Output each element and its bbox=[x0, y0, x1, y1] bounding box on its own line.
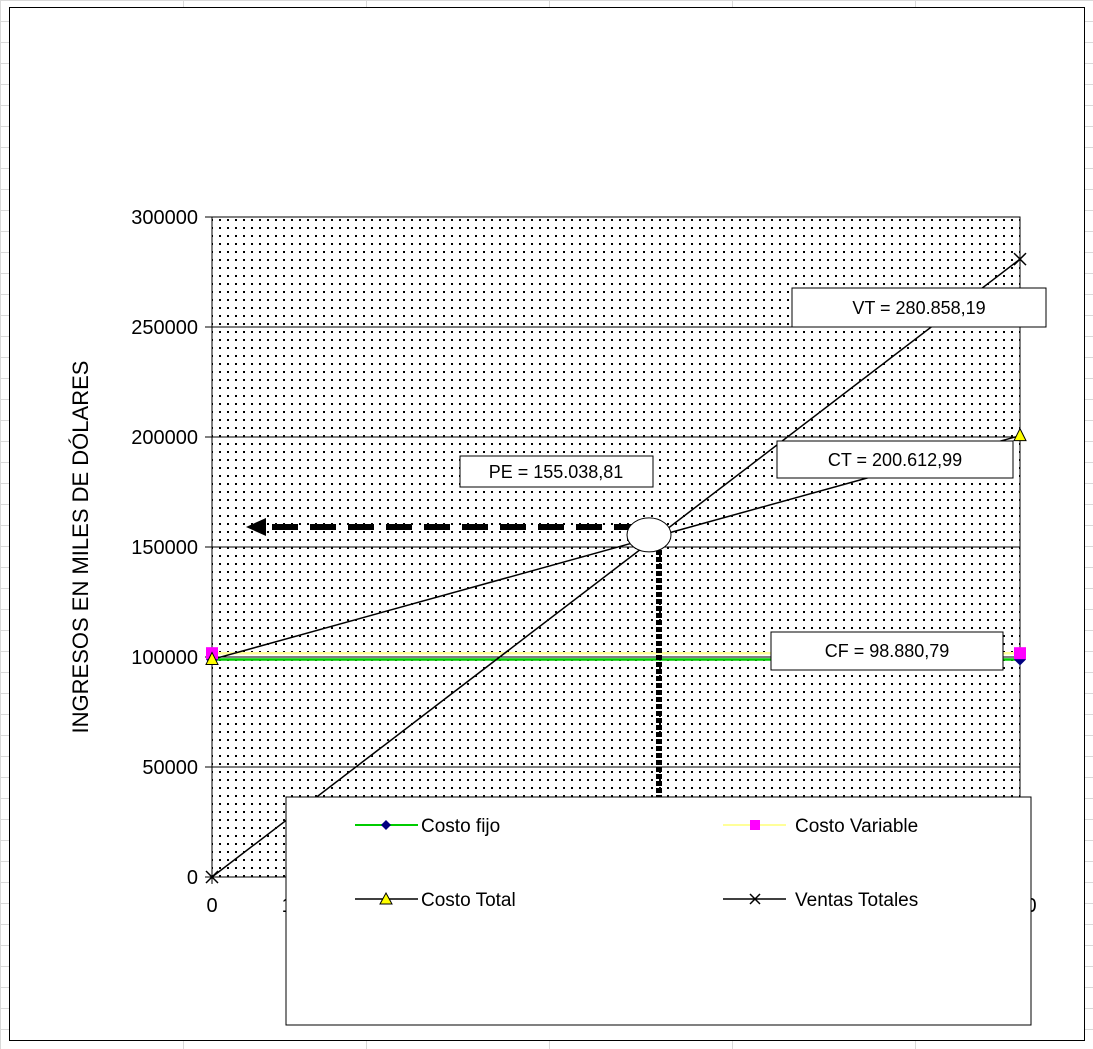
legend-box bbox=[285, 796, 1032, 1026]
y-tick-label: 300000 bbox=[131, 207, 198, 229]
marker-costo-total[interactable] bbox=[205, 651, 219, 665]
horizontal-arrow-head bbox=[246, 518, 266, 536]
x-marker-icon bbox=[749, 893, 761, 905]
y-axis-label: INGRESOS EN MILES DE DÓLARES bbox=[68, 361, 93, 734]
annotation-cf-text: CF = 98.880,79 bbox=[825, 641, 950, 661]
y-axis-tick-labels: 0 50000 100000 150000 200000 250000 300000 bbox=[131, 207, 198, 889]
series-markers bbox=[205, 252, 1027, 884]
annotation-pe: PE = 155.038,81 bbox=[459, 455, 654, 488]
y-tick-label: 150000 bbox=[131, 537, 198, 559]
diamond-marker-icon bbox=[381, 820, 391, 830]
legend[interactable]: Costo fijo Costo Variable Costo Total Ve… bbox=[285, 796, 1032, 1026]
legend-label-costo-variable: Costo Variable bbox=[795, 816, 918, 837]
y-tick-label: 200000 bbox=[131, 427, 198, 449]
annotation-ct-text: CT = 200.612,99 bbox=[828, 450, 962, 470]
annotation-pe-text: PE = 155.038,81 bbox=[489, 462, 624, 482]
marker-ventas-totales[interactable] bbox=[205, 870, 219, 884]
legend-label-ventas-totales: Ventas Totales bbox=[795, 890, 918, 911]
y-tick-label: 250000 bbox=[131, 317, 198, 339]
annotation-cf: CF = 98.880,79 bbox=[770, 631, 1004, 671]
y-tick-label: 50000 bbox=[142, 757, 198, 779]
y-tick-label: 0 bbox=[187, 867, 198, 889]
y-tick-label: 100000 bbox=[131, 647, 198, 669]
legend-item-costo-total[interactable]: Costo Total bbox=[355, 890, 516, 911]
legend-label-costo-fijo: Costo fijo bbox=[421, 816, 500, 837]
x-tick-label: 0 bbox=[206, 895, 217, 917]
marker-costo-total[interactable] bbox=[1013, 427, 1027, 442]
legend-item-costo-variable[interactable]: Costo Variable bbox=[723, 816, 918, 837]
annotation-vt: VT = 280.858,19 bbox=[791, 287, 1047, 328]
legend-item-costo-fijo[interactable]: Costo fijo bbox=[355, 816, 500, 837]
square-marker-icon bbox=[750, 820, 760, 830]
marker-costo-variable[interactable] bbox=[1014, 647, 1026, 660]
annotation-ct: CT = 200.612,99 bbox=[776, 440, 1014, 479]
break-even-point-marker bbox=[626, 517, 672, 553]
legend-label-costo-total: Costo Total bbox=[421, 890, 516, 911]
series-line-ventas-totales[interactable] bbox=[211, 258, 1021, 878]
legend-item-ventas-totales[interactable]: Ventas Totales bbox=[723, 890, 918, 911]
marker-ventas-totales[interactable] bbox=[1013, 252, 1027, 266]
triangle-marker-icon bbox=[379, 891, 393, 905]
annotation-vt-text: VT = 280.858,19 bbox=[852, 298, 985, 318]
